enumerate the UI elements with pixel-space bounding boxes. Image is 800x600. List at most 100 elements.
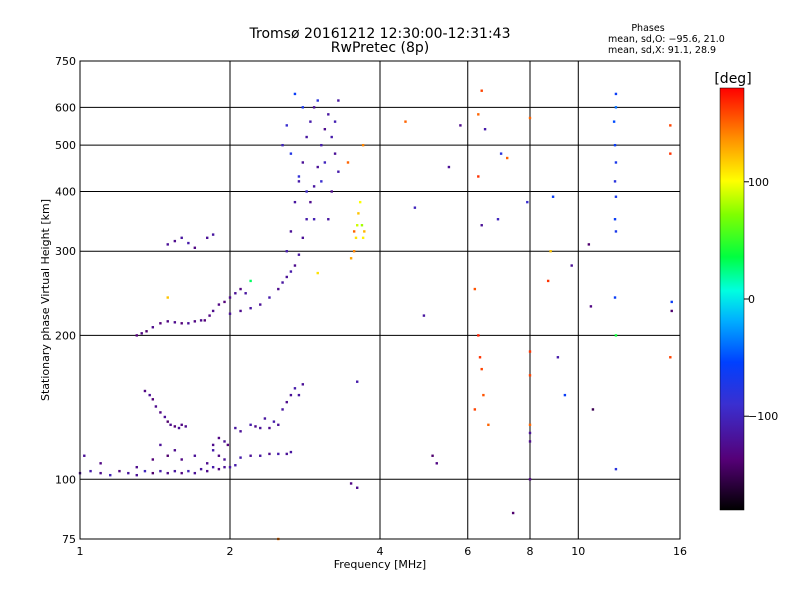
data-point bbox=[151, 471, 155, 475]
data-point bbox=[312, 185, 316, 188]
data-point bbox=[477, 113, 480, 116]
data-point bbox=[301, 161, 305, 164]
stats-line-o: mean, sd,O: −95.6, 21.0 bbox=[608, 34, 725, 45]
data-point bbox=[528, 350, 532, 353]
colorbar bbox=[719, 87, 745, 511]
data-point bbox=[352, 250, 356, 253]
data-point bbox=[99, 462, 102, 465]
data-point bbox=[277, 423, 280, 427]
data-point bbox=[205, 469, 209, 473]
data-point bbox=[346, 161, 350, 164]
data-point bbox=[169, 423, 172, 427]
data-point bbox=[211, 449, 215, 452]
data-point bbox=[670, 300, 673, 304]
data-point bbox=[589, 305, 593, 308]
data-point bbox=[228, 296, 232, 299]
data-point bbox=[285, 124, 288, 127]
data-point bbox=[478, 356, 482, 359]
data-point bbox=[154, 405, 158, 408]
data-point bbox=[228, 465, 232, 469]
data-point bbox=[354, 236, 358, 240]
data-point bbox=[327, 218, 330, 221]
data-point bbox=[166, 420, 169, 423]
data-point bbox=[166, 243, 169, 246]
data-point bbox=[316, 271, 319, 275]
data-point bbox=[480, 89, 483, 92]
data-point bbox=[413, 206, 417, 209]
data-point bbox=[173, 449, 177, 452]
data-point bbox=[140, 332, 143, 335]
data-point bbox=[511, 511, 515, 515]
data-point bbox=[268, 296, 271, 299]
data-point bbox=[563, 393, 567, 397]
data-point bbox=[203, 319, 206, 322]
data-point bbox=[289, 230, 293, 233]
stats-line-x: mean, sd,X: 91.1, 28.9 bbox=[608, 45, 716, 56]
x-tick-label: 1 bbox=[77, 545, 84, 558]
grid bbox=[80, 61, 680, 539]
data-point bbox=[289, 450, 293, 454]
data-point bbox=[211, 233, 215, 236]
data-point bbox=[187, 322, 190, 325]
data-point bbox=[363, 230, 366, 233]
data-point bbox=[613, 180, 617, 183]
data-point bbox=[151, 398, 155, 401]
data-point bbox=[528, 116, 532, 120]
data-point bbox=[208, 314, 211, 317]
data-point bbox=[505, 156, 509, 160]
data-point bbox=[305, 218, 308, 221]
data-point bbox=[193, 454, 197, 457]
data-point bbox=[487, 423, 490, 427]
x-tick-label: 8 bbox=[527, 545, 534, 558]
data-point bbox=[249, 454, 252, 457]
data-point bbox=[293, 200, 297, 204]
data-point bbox=[669, 356, 672, 359]
data-point bbox=[614, 230, 618, 233]
data-point bbox=[217, 303, 221, 306]
data-point bbox=[173, 425, 177, 428]
data-point bbox=[352, 230, 356, 233]
data-point bbox=[327, 113, 330, 116]
data-point bbox=[355, 380, 359, 383]
data-point bbox=[431, 454, 434, 457]
data-point bbox=[482, 393, 485, 397]
data-point bbox=[234, 426, 237, 430]
data-point bbox=[173, 239, 177, 243]
data-point bbox=[259, 454, 262, 457]
data-point bbox=[323, 161, 327, 164]
data-point bbox=[177, 426, 181, 430]
data-point bbox=[613, 143, 617, 147]
data-point bbox=[118, 469, 121, 473]
data-point bbox=[223, 458, 226, 461]
data-point bbox=[193, 471, 197, 475]
data-point bbox=[528, 423, 532, 427]
colorbar-tick-label: −100 bbox=[748, 410, 778, 423]
data-point bbox=[173, 321, 177, 324]
y-tick-label: 300 bbox=[55, 245, 76, 258]
data-point bbox=[614, 195, 618, 198]
data-point bbox=[143, 469, 147, 473]
data-point bbox=[239, 456, 242, 459]
data-point bbox=[361, 143, 365, 147]
x-tick-label: 4 bbox=[377, 545, 384, 558]
data-point bbox=[528, 374, 532, 377]
data-point bbox=[297, 180, 301, 183]
x-tick-label: 2 bbox=[227, 545, 234, 558]
data-point bbox=[83, 454, 86, 457]
data-point bbox=[285, 452, 288, 456]
plot-frame bbox=[79, 60, 681, 540]
data-point bbox=[268, 452, 271, 456]
data-point bbox=[226, 443, 230, 447]
data-point bbox=[528, 478, 532, 481]
data-point bbox=[459, 124, 462, 127]
data-point bbox=[556, 356, 560, 359]
data-point bbox=[612, 120, 616, 123]
data-point bbox=[239, 430, 242, 433]
data-point bbox=[320, 143, 323, 147]
data-point bbox=[614, 161, 618, 164]
data-point bbox=[301, 106, 305, 109]
data-point bbox=[285, 275, 288, 279]
data-point bbox=[151, 458, 155, 461]
data-point bbox=[293, 387, 297, 390]
data-point bbox=[496, 218, 500, 221]
